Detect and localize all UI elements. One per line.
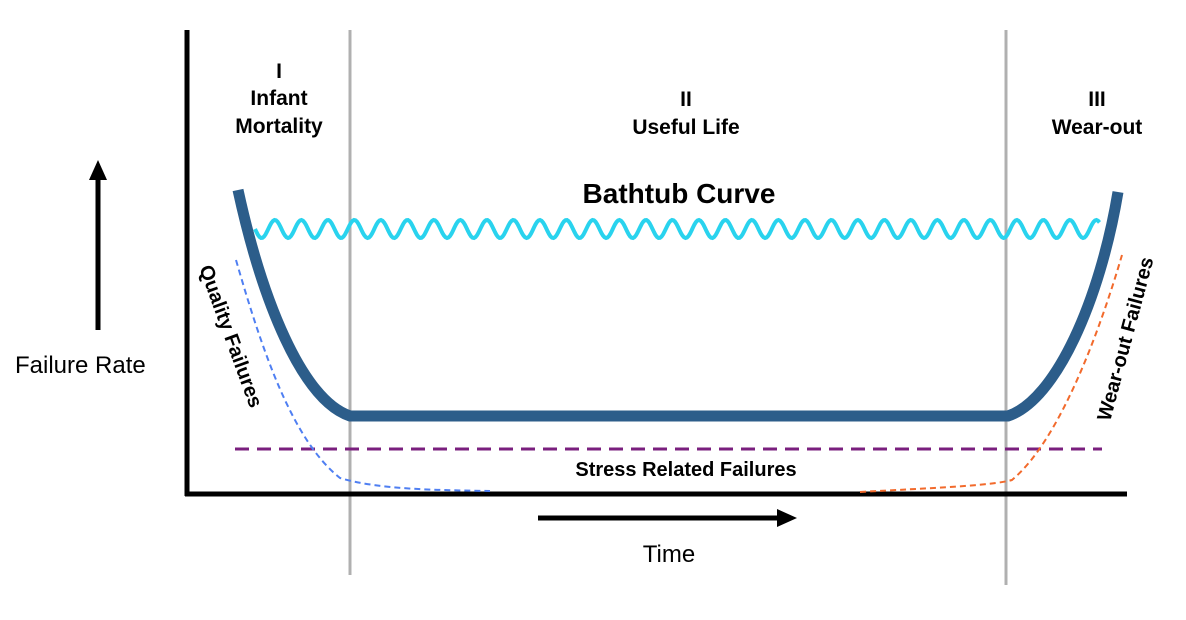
quality-failures-curve <box>235 259 491 492</box>
curve-title: Bathtub Curve <box>583 178 776 209</box>
phase-3-numeral: III <box>1088 88 1106 111</box>
wearout-failures-label: Wear-out Failures <box>1094 255 1159 424</box>
stress-failures-label: Stress Related Failures <box>575 459 796 481</box>
phase-2-label: Useful Life <box>632 116 739 139</box>
phase-2-numeral: II <box>680 88 692 111</box>
y-axis-label: Failure Rate <box>15 352 146 379</box>
phase-1-numeral: I <box>276 60 282 83</box>
x-axis-label: Time <box>643 541 695 568</box>
phase-3-label: Wear-out <box>1052 116 1143 139</box>
wavy-line <box>253 217 1101 241</box>
quality-failures-label: Quality Failures <box>194 262 266 411</box>
up-arrow-icon <box>89 160 107 180</box>
phase-1-label-line-2: Mortality <box>235 115 323 138</box>
phase-1-label-line-1: Infant <box>250 87 307 110</box>
bathtub-curve <box>232 188 1124 422</box>
right-arrow-icon <box>777 509 797 527</box>
wearout-failures-curve <box>859 254 1123 493</box>
